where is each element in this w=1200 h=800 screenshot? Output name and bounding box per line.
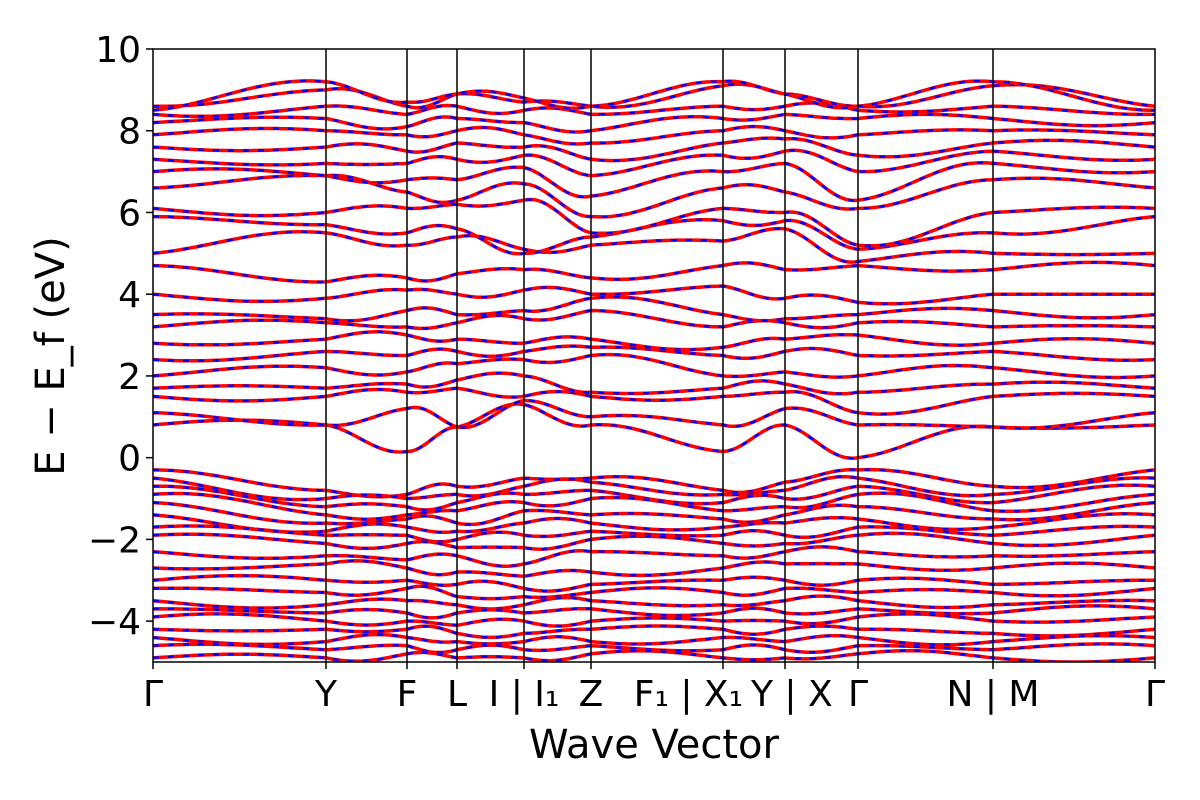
x-tick-label: F₁ | X₁ <box>634 674 743 715</box>
y-tick-label: −4 <box>88 602 141 643</box>
band-line-blue-dashed <box>153 149 1155 177</box>
band-line-blue-dashed <box>153 215 1155 256</box>
band-line-blue-dashed <box>153 309 1155 330</box>
band-line-red <box>153 82 1155 110</box>
band-line-blue-dashed <box>153 284 1155 306</box>
x-tick-label: Γ <box>848 674 868 715</box>
band-line-blue-dashed <box>153 483 1155 512</box>
x-tick-label: I | I₁ <box>489 674 560 715</box>
band-line-red <box>153 101 1155 119</box>
x-axis-title: Wave Vector <box>529 722 780 768</box>
x-tick-label: Y | X <box>750 674 833 715</box>
band-line-blue-dashed <box>153 491 1155 521</box>
x-tick-label: Y <box>314 674 338 715</box>
band-line-blue-dashed <box>153 198 1155 248</box>
band-line-blue-dashed <box>153 227 1155 264</box>
band-line-blue-dashed <box>153 585 1155 600</box>
x-tick-label: N | M <box>946 674 1039 715</box>
band-line-blue-dashed <box>153 371 1155 396</box>
y-tick-label: 0 <box>118 439 141 480</box>
band-line-blue-dashed <box>153 532 1155 551</box>
y-axis: −4 −2 0 2 4 6 8 10 <box>88 30 153 643</box>
y-axis-title: E − E_f (eV) <box>28 236 74 475</box>
band-line-blue-dashed <box>153 295 1155 323</box>
band-line-blue-dashed <box>153 113 1155 134</box>
band-line-red <box>153 402 1155 460</box>
band-line-blue-dashed <box>153 475 1155 501</box>
band-line-blue-dashed <box>153 136 1155 162</box>
y-tick-label: −2 <box>88 520 141 561</box>
y-tick-label: 4 <box>118 275 141 316</box>
x-tick-label: Γ <box>143 674 163 715</box>
x-tick-label: Z <box>579 674 604 715</box>
band-line-blue-dashed <box>153 79 1155 112</box>
band-line-blue-dashed <box>153 594 1155 611</box>
band-line-red <box>153 214 1155 256</box>
band-line-blue-dashed <box>153 82 1155 109</box>
y-tick-label: 6 <box>118 193 141 234</box>
band-line-blue-dashed <box>153 161 1155 202</box>
band-line-blue-dashed <box>153 399 1155 430</box>
y-tick-label: 8 <box>118 112 141 153</box>
band-line-blue-dashed <box>153 512 1155 534</box>
y-tick-label: 2 <box>118 357 141 398</box>
bands-layer <box>153 79 1155 662</box>
high-symmetry-lines <box>325 49 994 662</box>
plot-frame <box>152 48 1156 663</box>
x-tick-label: F <box>397 674 418 715</box>
band-line-red <box>153 624 1155 640</box>
band-line-blue-dashed <box>153 402 1155 460</box>
y-tick-label: 10 <box>95 30 141 71</box>
band-line-red <box>153 260 1155 284</box>
band-line-blue-dashed <box>153 125 1155 146</box>
band-line-blue-dashed <box>153 101 1155 118</box>
band-line-blue-dashed <box>153 545 1155 568</box>
x-tick-label: L <box>447 674 467 715</box>
band-line-blue-dashed <box>153 353 1155 379</box>
band-line-blue-dashed <box>153 261 1155 284</box>
x-tick-label: Γ <box>1145 674 1165 715</box>
band-line-blue-dashed <box>153 386 1155 416</box>
band-line-red <box>153 559 1155 578</box>
band-line-blue-dashed <box>153 501 1155 526</box>
